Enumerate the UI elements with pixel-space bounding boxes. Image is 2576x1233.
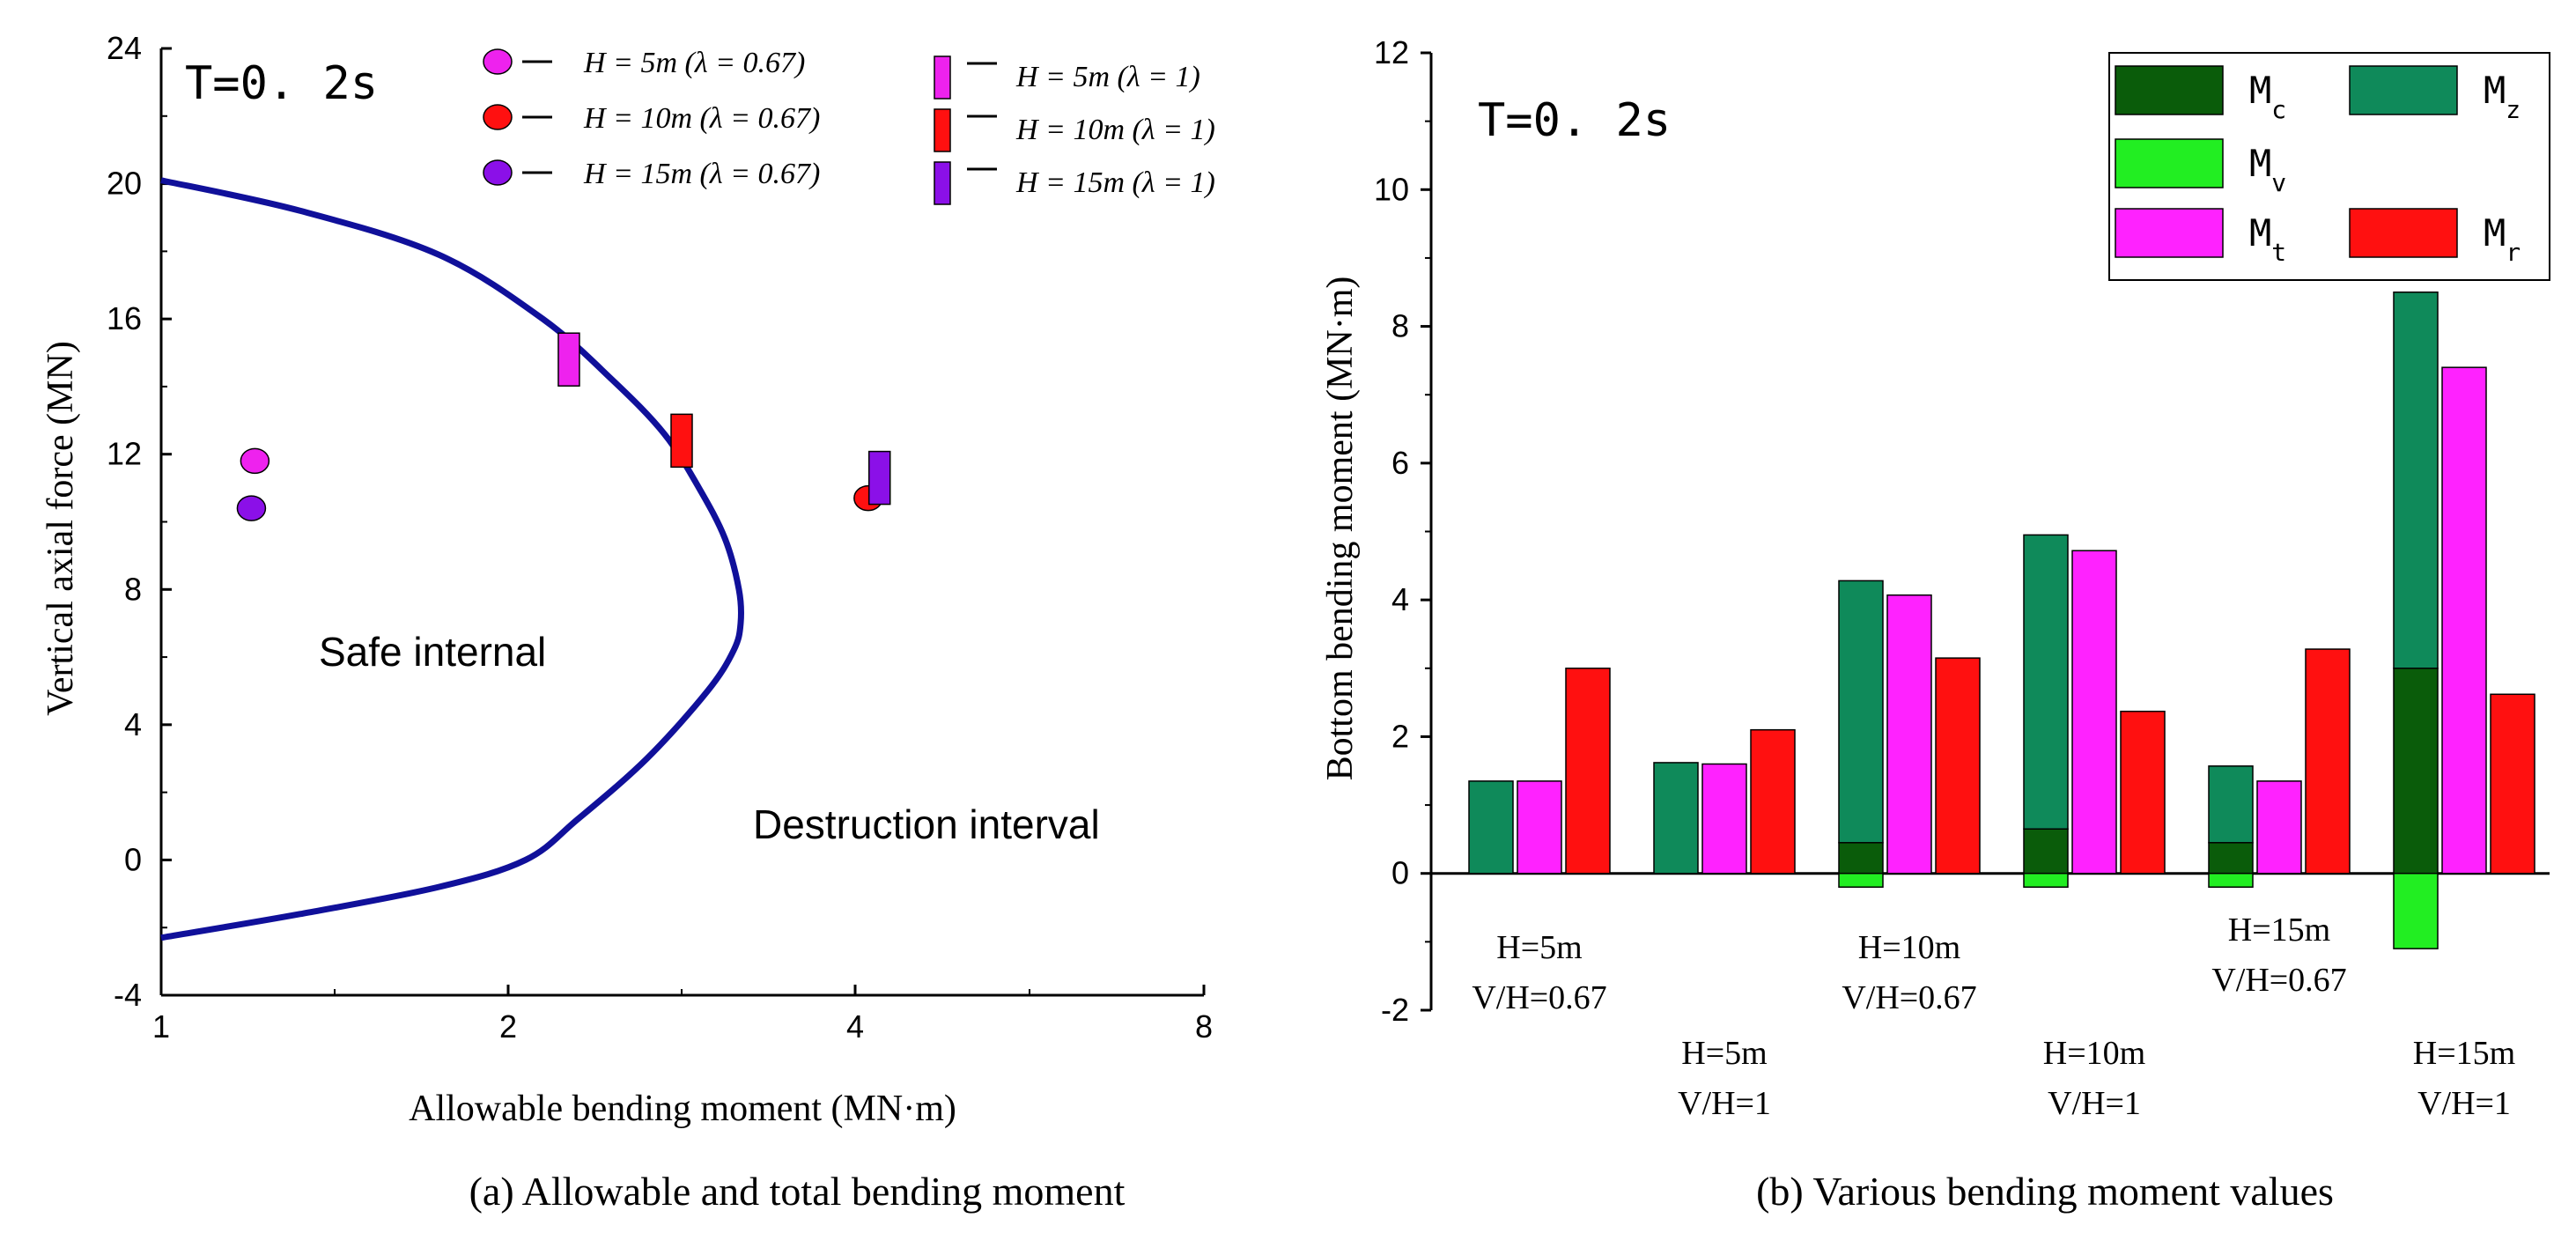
panel-a-point-rect — [670, 413, 693, 469]
panel-b-legend-swatch — [2349, 208, 2458, 258]
bar-mc — [2208, 842, 2254, 875]
panel-a-legend-label: H = 10m (λ = 0.67) — [583, 102, 820, 135]
category-label-line2: V/H=0.67 — [1472, 979, 1606, 1016]
panel-b-legend-swatch — [2115, 65, 2224, 115]
bar-mt — [2256, 780, 2302, 875]
category-label-line2: V/H=1 — [2417, 1085, 2511, 1122]
panel-a-region-safe: Safe internal — [319, 629, 546, 675]
panel-a-xlabel: Allowable bending moment (MN·m) — [409, 1089, 956, 1129]
panel-b-legend-subscript: v — [2271, 168, 2286, 197]
panel-a-y-tick-label: 16 — [107, 300, 142, 336]
bar-mv — [2208, 872, 2254, 888]
panel-a-legend-marker — [483, 159, 513, 186]
bar-mt — [1886, 594, 1932, 875]
panel-a-y-tick-label: 4 — [124, 706, 142, 742]
panel-b-plot: -2 0 2 4 6 8 10 12 H=5m V/H=0.67 H=5m V/H=1 H=10m V/H… — [1374, 34, 2550, 1122]
panel-b-y-tick-label: -2 — [1381, 992, 1409, 1028]
panel-b-y-tick-label: 10 — [1374, 171, 1409, 207]
panel-b-legend-subscript: t — [2271, 238, 2286, 267]
panel-a-y-tick-label: -4 — [114, 977, 142, 1013]
bar-mc — [1838, 842, 1884, 875]
panel-a-legend-marker — [483, 104, 513, 130]
category-label-line2: V/H=1 — [2048, 1085, 2141, 1122]
panel-a-y-tick-label: 24 — [107, 30, 142, 66]
panel-b-y-tick-label: 6 — [1391, 445, 1409, 481]
panel-a-point-circle — [240, 447, 270, 475]
panel-b-ylabel: Bottom bending moment (MN·m) — [1320, 277, 1361, 781]
category-label-line1: H=15m — [2413, 1035, 2515, 1072]
panel-a-legend-marker — [934, 161, 951, 205]
panel-a-x-tick-label: 4 — [846, 1008, 864, 1045]
bar-mt — [2071, 550, 2117, 875]
bar-mt — [1701, 763, 1747, 875]
category-label-line2: V/H=0.67 — [2211, 962, 2346, 999]
bar-mr — [2120, 710, 2166, 875]
bar-mz — [2208, 765, 2254, 844]
panel-a-ylabel: Vertical axial force (MN) — [41, 341, 81, 716]
panel-a-point-circle — [236, 495, 267, 521]
panel-a-legend-label: H = 5m (λ = 1) — [1015, 61, 1200, 93]
panel-b-tag: T=0. 2s — [1478, 94, 1671, 147]
panel-a-x-tick-label: 2 — [499, 1008, 517, 1045]
bar-mv — [1838, 872, 1884, 888]
panel-b-legend-swatch — [2349, 65, 2458, 115]
panel-a-y-tick-label: 20 — [107, 166, 142, 202]
bar-mz — [2023, 534, 2069, 830]
panel-a-x-tick-label: 8 — [1195, 1008, 1213, 1045]
panel-a-boundary-curve — [160, 177, 745, 941]
bar-mc — [2393, 668, 2439, 875]
panel-a-point-rect — [867, 450, 891, 506]
bar-mr — [1750, 728, 1796, 875]
bar-mr — [1935, 657, 1981, 875]
panel-a-region-destruction: Destruction interval — [753, 801, 1100, 847]
category-label-line2: V/H=1 — [1678, 1085, 1771, 1122]
bar-mr — [2305, 648, 2351, 875]
panel-b-y-tick-label: 12 — [1374, 34, 1409, 70]
panel-b-y-tick-label: 4 — [1391, 581, 1409, 617]
bar-mz — [1838, 580, 1884, 844]
bar-mr — [1565, 668, 1611, 875]
bar-mr — [2490, 693, 2535, 875]
category-label-line1: H=5m — [1496, 929, 1582, 966]
category-label-line1: H=15m — [2228, 912, 2330, 949]
panel-b-legend-swatch — [2115, 208, 2224, 258]
bar-mz — [1468, 780, 1514, 875]
panel-b-legend-subscript: c — [2271, 95, 2286, 124]
panel-a-y-tick-label: 12 — [107, 436, 142, 472]
bar-mz — [2393, 292, 2439, 669]
panel-b-legend-subscript: z — [2506, 95, 2521, 124]
panel-a-legend-label: H = 15m (λ = 0.67) — [583, 158, 820, 190]
panel-b-caption: (b) Various bending moment values — [1756, 1169, 2334, 1214]
bar-mt — [1517, 780, 1562, 875]
panel-b-y-tick-label: 0 — [1391, 855, 1409, 891]
panel-a-legend-label: H = 10m (λ = 1) — [1015, 114, 1215, 146]
panel-a-y-tick-label: 0 — [124, 841, 142, 877]
category-label-line1: H=5m — [1681, 1035, 1767, 1072]
bar-mv — [2023, 872, 2069, 888]
panel-b-y-tick-label: 8 — [1391, 308, 1409, 344]
panel-a-x-tick-label: 1 — [152, 1008, 170, 1045]
panel-a-legend-marker — [483, 48, 513, 75]
panel-b-y-tick-label: 2 — [1391, 718, 1409, 754]
bar-mc — [2023, 828, 2069, 875]
bar-mz — [1653, 762, 1699, 875]
category-label-line2: V/H=0.67 — [1842, 979, 1976, 1016]
panel-a-y-tick-label: 8 — [124, 571, 142, 607]
panel-a-caption: (a) Allowable and total bending moment — [469, 1169, 1126, 1214]
bar-mt — [2441, 366, 2487, 875]
panel-a-legend-label: H = 5m (λ = 0.67) — [583, 47, 805, 79]
panel-a-legend-label: H = 15m (λ = 1) — [1015, 166, 1215, 199]
panel-a-legend-marker — [934, 55, 951, 100]
panel-b-legend-swatch — [2115, 138, 2224, 188]
bar-mv — [2393, 872, 2439, 949]
category-label-line1: H=10m — [2043, 1035, 2145, 1072]
category-label-line1: H=10m — [1858, 929, 1960, 966]
panel-a-tag: T=0. 2s — [185, 57, 378, 110]
panel-a-legend-marker — [934, 108, 951, 152]
panel-a-point-rect — [557, 332, 580, 387]
panel-b-legend-subscript: r — [2506, 238, 2521, 267]
